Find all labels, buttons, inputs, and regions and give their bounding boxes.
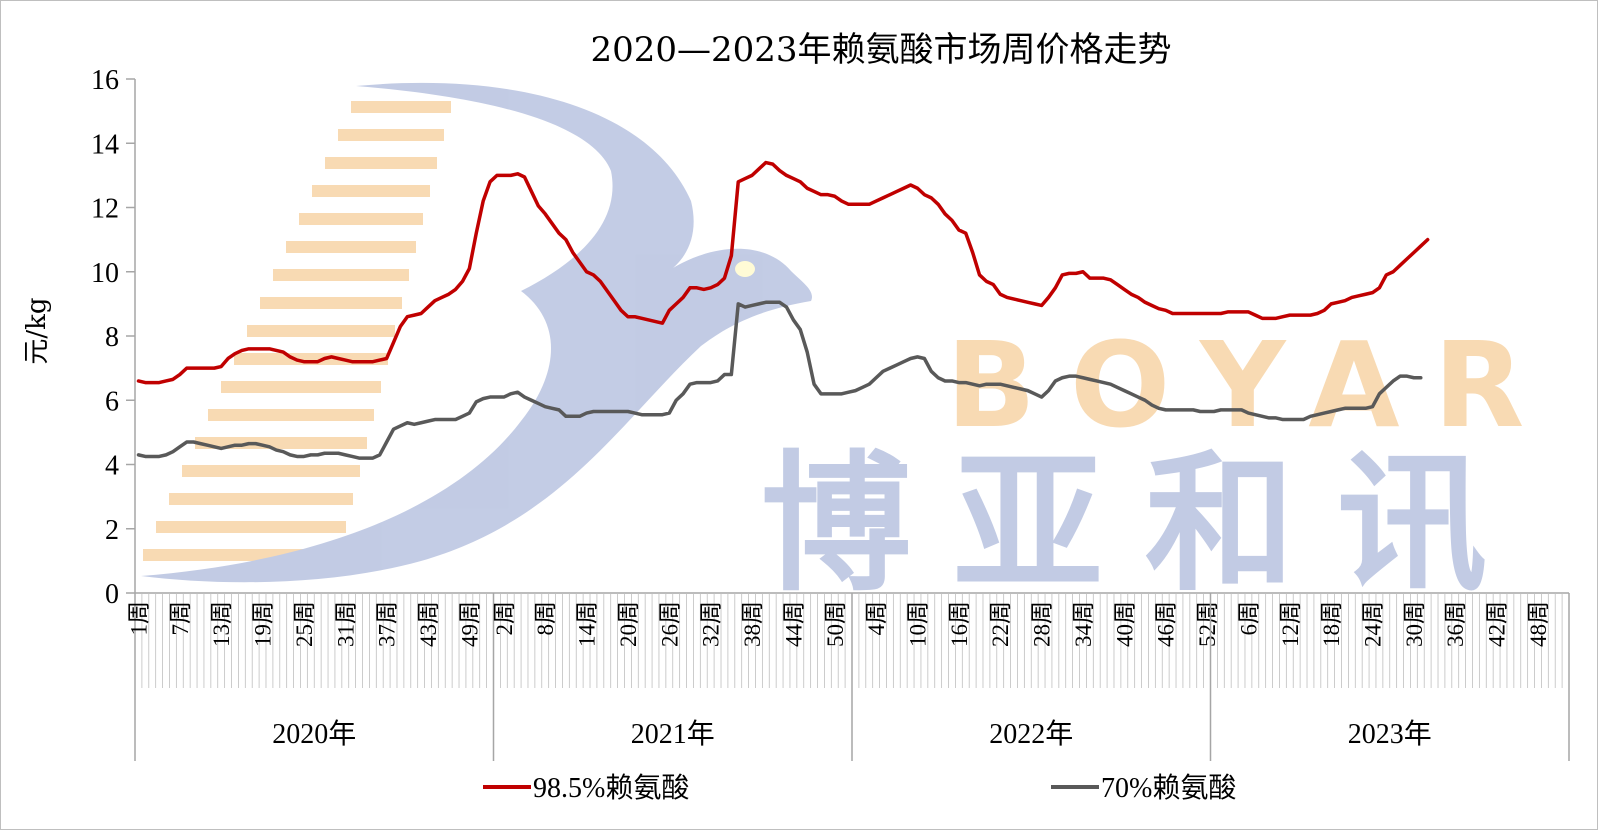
y-tick-label: 12 <box>91 194 119 225</box>
x-week-label: 30周 <box>1402 601 1427 647</box>
watermark-stripe <box>312 185 430 197</box>
x-week-label: 37周 <box>375 601 400 647</box>
y-axis: 0 2 4 6 8 10 12 14 16 <box>91 65 136 610</box>
x-week-label: 34周 <box>1071 601 1096 647</box>
x-week-label: 31周 <box>333 601 358 647</box>
watermark-stripe <box>338 129 444 141</box>
x-week-label: 22周 <box>988 601 1013 647</box>
y-tick-label: 10 <box>91 258 119 289</box>
watermark-stripe <box>221 381 381 393</box>
x-week-label: 1周 <box>126 601 151 636</box>
watermark-stripe <box>156 521 346 533</box>
watermark-stripe <box>351 101 451 113</box>
watermark-latin-text: BOYAR <box>946 316 1558 454</box>
x-week-label: 50周 <box>823 601 848 647</box>
watermark-stripe <box>208 409 374 421</box>
x-week-label: 49周 <box>457 601 482 647</box>
watermark-bird-eye <box>735 261 755 277</box>
series-line <box>136 160 1430 385</box>
x-week-label: 25周 <box>292 601 317 647</box>
watermark-stripe <box>273 269 409 281</box>
x-year-label: 2021年 <box>631 718 715 750</box>
x-week-label: 20周 <box>616 601 641 647</box>
x-week-label: 52周 <box>1195 601 1220 647</box>
y-axis-label: 元/kg <box>22 297 52 364</box>
x-week-label: 19周 <box>251 601 276 647</box>
legend-label: 70%赖氨酸 <box>1101 772 1236 804</box>
x-axis: 1周 7周 13周 19周 25周 31周 37周 43周 49周 2020年 2周 8周 14周 20周… <box>126 592 1570 761</box>
boyar-watermark: BOYAR 博亚和讯 <box>141 82 1558 612</box>
x-year-label: 2022年 <box>989 718 1073 750</box>
watermark-stripe <box>260 297 402 309</box>
y-tick-label: 14 <box>91 129 119 160</box>
x-week-label: 2周 <box>492 601 517 636</box>
x-week-label: 18周 <box>1319 601 1344 647</box>
x-week-label: 26周 <box>657 601 682 647</box>
x-week-label: 48周 <box>1526 601 1551 647</box>
y-tick-label: 0 <box>105 579 119 610</box>
series-line <box>136 300 1423 460</box>
x-week-label: 16周 <box>947 601 972 647</box>
x-week-label: 46周 <box>1154 601 1179 647</box>
y-tick-label: 4 <box>105 451 119 482</box>
legend-label: 98.5%赖氨酸 <box>533 772 689 804</box>
watermark-stripe <box>182 465 360 477</box>
watermark-stripe <box>286 241 416 253</box>
x-week-label: 6周 <box>1236 601 1261 636</box>
watermark-chinese-text: 博亚和讯 <box>761 438 1529 612</box>
x-week-label: 4周 <box>864 601 889 636</box>
y-tick-label: 2 <box>105 515 119 546</box>
watermark-stripes <box>143 101 451 561</box>
watermark-stripe <box>299 213 423 225</box>
x-week-label: 36周 <box>1443 601 1468 647</box>
x-week-label: 40周 <box>1112 601 1137 647</box>
x-week-label: 14周 <box>575 601 600 647</box>
x-week-label: 7周 <box>168 601 193 636</box>
x-week-label: 13周 <box>209 601 234 647</box>
watermark-stripe <box>169 493 353 505</box>
y-tick-label: 8 <box>105 322 119 353</box>
x-week-label: 42周 <box>1485 601 1510 647</box>
x-week-label: 24周 <box>1361 601 1386 647</box>
x-week-label: 43周 <box>416 601 441 647</box>
x-week-label: 10周 <box>905 601 930 647</box>
x-year-label: 2020年 <box>272 718 356 750</box>
x-week-label: 12周 <box>1278 601 1303 647</box>
x-year-label: 2023年 <box>1348 718 1432 750</box>
legend: 98.5%赖氨酸 70%赖氨酸 <box>483 772 1236 804</box>
watermark-bird-shape <box>141 82 812 583</box>
y-tick-label: 16 <box>91 65 119 96</box>
watermark-stripe <box>247 325 395 337</box>
x-week-label: 8周 <box>533 601 558 636</box>
y-tick-label: 6 <box>105 386 119 417</box>
series-layer <box>136 160 1430 460</box>
x-week-label: 44周 <box>781 601 806 647</box>
x-week-label: 38周 <box>740 601 765 647</box>
x-week-label: 32周 <box>699 601 724 647</box>
x-week-label: 28周 <box>1030 601 1055 647</box>
chart-title: 2020—2023年赖氨酸市场周价格走势 <box>590 30 1171 70</box>
watermark-stripe <box>325 157 437 169</box>
